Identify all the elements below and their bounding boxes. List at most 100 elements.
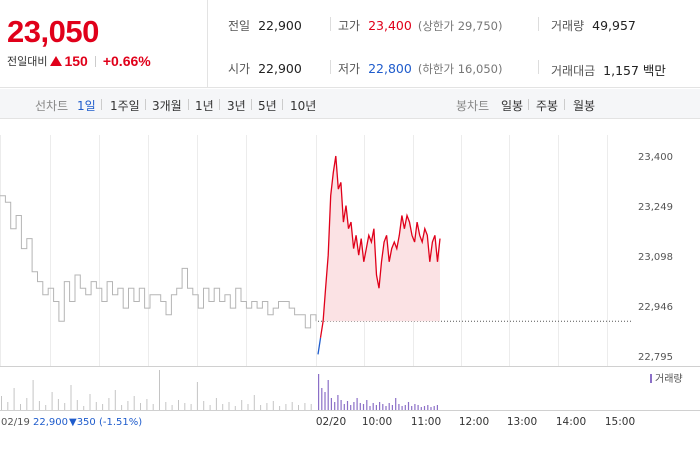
tab-3-years[interactable]: 3년 (227, 99, 246, 113)
stat-limit: (상한가 29,750) (417, 19, 503, 33)
volume-bar (391, 405, 393, 410)
volume-bar (318, 374, 320, 410)
volume-bar (366, 400, 368, 410)
volume-bar (127, 401, 129, 410)
volume-bar (159, 370, 160, 410)
volume-bar (114, 390, 116, 410)
y-tick-label: 23,249 (638, 202, 673, 213)
volume-bar (1, 396, 2, 410)
volume-bar (266, 403, 268, 410)
stat-label: 거래량 (551, 19, 585, 33)
tab-monthly-candle[interactable]: 월봉 (573, 99, 596, 113)
volume-bar (146, 399, 148, 410)
tab-1-week[interactable]: 1주일 (110, 99, 140, 113)
today-line-up (319, 155, 441, 338)
stat-label: 시가 (228, 62, 251, 76)
divider (330, 17, 331, 31)
change-label: 전일대비 (7, 55, 48, 68)
tab-3-months[interactable]: 3개월 (152, 99, 182, 113)
previous-day-series (0, 195, 317, 329)
line-chart-label: 선차트 (35, 99, 69, 113)
volume-bar (346, 401, 349, 410)
summary-header: 23,050 전일대비 150 +0.66% 전일 22,900 고가 23,4… (0, 0, 700, 88)
x-tick-label: 10:00 (362, 416, 392, 428)
volume-bar (108, 398, 110, 410)
stat-volume: 거래량 49,957 (551, 17, 636, 34)
volume-bar (38, 401, 40, 410)
x-tick-label: 12:00 (459, 416, 489, 428)
tab-weekly-candle[interactable]: 주봉 (536, 99, 559, 113)
volume-bar (337, 395, 339, 410)
tab-1-day[interactable]: 1일 (77, 99, 96, 113)
divider (101, 99, 102, 110)
volume-bar (334, 402, 336, 410)
volume-bar (203, 401, 205, 410)
volume-bar (95, 402, 97, 410)
volume-bar (395, 398, 397, 410)
divider (251, 99, 252, 110)
volume-legend-label: 거래량 (655, 373, 683, 385)
intraday-price-chart[interactable]: 23,400 23,249 23,098 22,946 22,795 02/20 10:0… (0, 120, 700, 450)
divider (538, 60, 539, 74)
volume-bar (51, 392, 53, 410)
volume-bar (196, 382, 198, 410)
x-axis-labels: 02/20 10:00 11:00 12:00 13:00 14:00 15:00 (316, 416, 635, 428)
volume-bar (184, 403, 186, 410)
volume-bar (433, 406, 435, 410)
stat-trade-value: 거래대금 1,157 백만 (551, 60, 666, 79)
volume-bar (241, 400, 243, 410)
volume-bar (388, 403, 390, 410)
volume-bar (327, 380, 329, 410)
price-change: 전일대비 150 +0.66% (7, 53, 151, 69)
volume-bar (70, 385, 72, 410)
volume-bar (324, 392, 326, 410)
volume-bar (385, 406, 387, 410)
divider (94, 55, 96, 67)
volume-legend-swatch (650, 374, 652, 383)
volume-bar (247, 404, 249, 410)
stat-value: 23,400 (368, 18, 412, 33)
chart-period-tabs: 선차트 1일 1주일 3개월 1년 3년 5년 10년 봉차트 일봉 주봉 월봉 (0, 89, 700, 119)
volume-bar (45, 405, 47, 410)
volume-bar (190, 404, 192, 410)
volume-bar (89, 394, 91, 410)
divider (188, 99, 189, 110)
y-tick-label: 23,400 (638, 152, 673, 163)
volume-bar (414, 404, 416, 410)
volume-bar (83, 406, 85, 410)
up-triangle-icon (50, 56, 63, 66)
volume-bar (171, 405, 173, 410)
volume-bar (32, 380, 34, 410)
volume-bar (404, 405, 406, 410)
price-box: 23,050 전일대비 150 +0.66% (0, 0, 208, 88)
volume-bar (359, 403, 361, 410)
volume-bar (372, 403, 374, 410)
x-tick-label: 13:00 (507, 416, 537, 428)
tab-10-years[interactable]: 10년 (290, 99, 317, 113)
volume-bar (375, 405, 377, 410)
candle-chart-label: 봉차트 (456, 99, 490, 113)
volume-bar (272, 401, 274, 410)
volume-bar (102, 404, 104, 410)
stat-value: 1,157 백만 (603, 63, 666, 78)
tab-5-years[interactable]: 5년 (258, 99, 277, 113)
volume-bar (222, 404, 224, 410)
stat-high: 고가 23,400 (상한가 29,750) (338, 17, 502, 34)
tab-1-year[interactable]: 1년 (195, 99, 214, 113)
stat-value: 22,900 (258, 61, 302, 76)
divider (564, 99, 565, 110)
volume-bar (362, 404, 365, 410)
volume-bar (26, 398, 28, 410)
volume-bar (260, 405, 262, 410)
tab-daily-candle[interactable]: 일봉 (501, 99, 524, 113)
previous-day-line (0, 195, 317, 329)
volume-bar (321, 388, 323, 410)
volume-bar (417, 405, 419, 410)
volume-bar (411, 406, 413, 410)
volume-bar (279, 406, 281, 410)
volume-bar (215, 398, 217, 410)
volume-bar (165, 402, 167, 410)
volume-bar (20, 404, 21, 410)
stat-label: 고가 (338, 19, 361, 33)
stat-label: 전일 (228, 19, 251, 33)
